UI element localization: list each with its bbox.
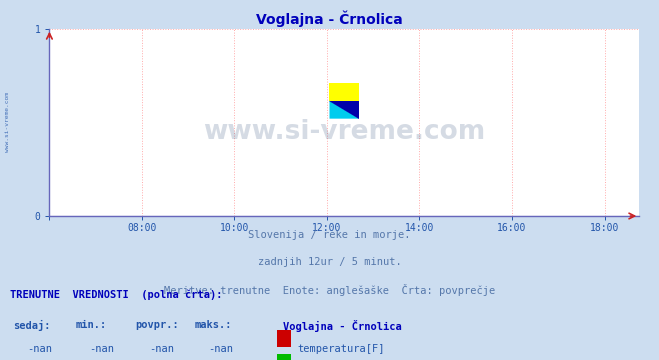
Text: -nan: -nan — [90, 344, 115, 354]
Polygon shape — [330, 101, 359, 119]
Text: -nan: -nan — [208, 344, 233, 354]
Polygon shape — [330, 101, 359, 119]
Text: Voglajna - Črnolica: Voglajna - Črnolica — [283, 320, 402, 332]
Text: Slovenija / reke in morje.: Slovenija / reke in morje. — [248, 230, 411, 240]
Text: maks.:: maks.: — [194, 320, 232, 330]
Text: Voglajna - Črnolica: Voglajna - Črnolica — [256, 11, 403, 27]
Text: sedaj:: sedaj: — [13, 320, 51, 332]
Text: -nan: -nan — [149, 344, 174, 354]
Text: TRENUTNE  VREDNOSTI  (polna črta):: TRENUTNE VREDNOSTI (polna črta): — [10, 290, 222, 300]
Text: Meritve: trenutne  Enote: anglešaške  Črta: povprečje: Meritve: trenutne Enote: anglešaške Črta… — [164, 284, 495, 296]
Text: temperatura[F]: temperatura[F] — [298, 344, 386, 354]
Text: -nan: -nan — [27, 344, 52, 354]
Text: zadnjih 12ur / 5 minut.: zadnjih 12ur / 5 minut. — [258, 257, 401, 267]
Text: povpr.:: povpr.: — [135, 320, 179, 330]
Text: min.:: min.: — [76, 320, 107, 330]
Polygon shape — [330, 83, 359, 101]
Text: www.si-vreme.com: www.si-vreme.com — [203, 119, 486, 145]
Text: www.si-vreme.com: www.si-vreme.com — [5, 93, 11, 152]
